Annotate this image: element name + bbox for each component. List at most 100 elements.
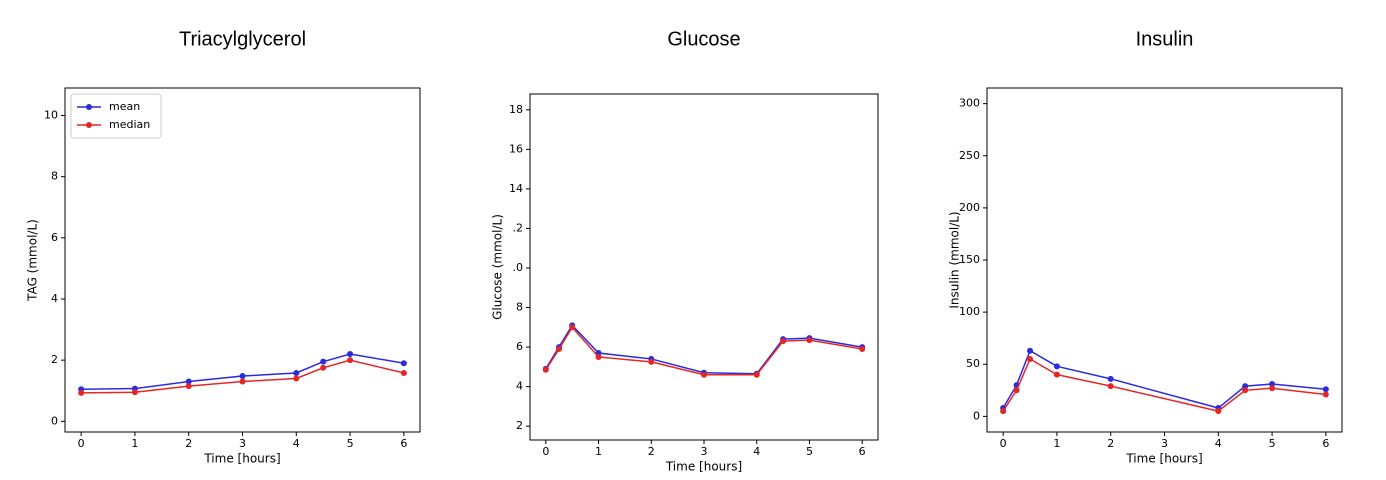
series-marker xyxy=(1107,375,1114,382)
y-axis-label: TAG (mmol/L) xyxy=(26,219,40,302)
series-marker xyxy=(595,353,602,360)
panel-title: Insulin xyxy=(1136,28,1194,50)
y-tick-label: 2 xyxy=(51,353,58,366)
x-tick-label: 5 xyxy=(806,445,813,458)
x-tick-label: 6 xyxy=(1322,437,1329,450)
y-tick-label: 50 xyxy=(966,357,980,370)
series-line xyxy=(545,326,863,376)
series-marker xyxy=(131,389,138,396)
series-marker xyxy=(1013,387,1020,394)
x-tick-label: 0 xyxy=(542,445,549,458)
series-marker xyxy=(648,358,655,365)
series-marker xyxy=(347,351,354,358)
y-tick-label: 200 xyxy=(959,201,980,214)
legend-box xyxy=(70,93,162,139)
series-marker xyxy=(320,358,327,365)
x-tick-label: 2 xyxy=(185,437,192,450)
x-tick-label: 4 xyxy=(293,437,300,450)
legend-marker xyxy=(86,104,92,110)
series-marker xyxy=(1269,385,1276,392)
y-tick-label: 0 xyxy=(973,409,980,422)
series-marker xyxy=(1000,408,1007,415)
y-tick-label: .0 xyxy=(513,261,524,274)
y-tick-label: 14 xyxy=(509,182,523,195)
panel-title: Triacylglycerol xyxy=(179,28,306,50)
series-marker xyxy=(1242,387,1249,394)
y-tick-label: 6 xyxy=(516,340,523,353)
x-tick-label: 5 xyxy=(347,437,354,450)
y-tick-label: 4 xyxy=(51,292,58,305)
series-marker xyxy=(293,375,300,382)
y-tick-label: 0 xyxy=(51,414,58,427)
y-tick-label: 2 xyxy=(516,419,523,432)
y-axis-label: Glucose (mmol/L) xyxy=(491,214,505,320)
x-tick-label: 0 xyxy=(1000,437,1007,450)
series-line xyxy=(545,324,863,375)
y-tick-label: 8 xyxy=(516,301,523,314)
series-marker xyxy=(556,346,562,353)
axes-frame xyxy=(64,87,421,433)
series-marker xyxy=(780,338,787,345)
y-tick-label: .2 xyxy=(513,221,524,234)
x-axis-label: Time [hours] xyxy=(203,452,280,466)
y-tick-label: 6 xyxy=(51,231,58,244)
series-marker xyxy=(185,378,192,385)
series-marker xyxy=(239,373,246,380)
x-tick-label: 4 xyxy=(1215,437,1222,450)
series-marker xyxy=(1053,371,1060,378)
y-axis-label: Insulin (mmol/L) xyxy=(948,211,962,308)
x-tick-label: 2 xyxy=(1107,437,1114,450)
panel-title: Glucose xyxy=(667,28,740,50)
x-tick-label: 0 xyxy=(78,437,85,450)
series-marker xyxy=(1027,356,1034,363)
x-tick-label: 6 xyxy=(859,445,866,458)
series-marker xyxy=(1269,381,1276,388)
x-tick-label: 6 xyxy=(400,437,407,450)
x-axis-label: Time [hours] xyxy=(665,460,742,474)
x-tick-label: 2 xyxy=(648,445,655,458)
series-marker xyxy=(701,371,707,378)
series-line xyxy=(81,353,404,390)
series-line xyxy=(81,359,405,394)
series-marker xyxy=(293,369,300,376)
x-tick-label: 3 xyxy=(1161,437,1168,450)
x-tick-label: 1 xyxy=(595,445,602,458)
x-tick-label: 5 xyxy=(1269,437,1276,450)
series-marker xyxy=(753,371,760,378)
series-marker xyxy=(859,346,866,353)
series-marker xyxy=(1107,383,1114,390)
series-marker xyxy=(239,378,246,385)
y-tick-label: 300 xyxy=(959,97,980,110)
x-tick-label: 3 xyxy=(239,437,246,450)
series-marker xyxy=(400,369,407,376)
axes-frame xyxy=(529,93,879,441)
x-axis-label: Time [hours] xyxy=(1125,452,1202,466)
series-line xyxy=(1002,349,1326,409)
series-marker xyxy=(1027,347,1034,354)
y-tick-label: 8 xyxy=(51,170,58,183)
series-marker xyxy=(185,383,192,390)
legend-marker xyxy=(86,122,92,128)
series-marker xyxy=(1242,383,1249,390)
series-marker xyxy=(1322,391,1329,398)
y-tick-label: 4 xyxy=(516,380,523,393)
series-marker xyxy=(542,366,549,373)
x-tick-label: 1 xyxy=(1053,437,1060,450)
legend-label: median xyxy=(109,118,150,131)
y-tick-label: 250 xyxy=(959,149,980,162)
series-marker xyxy=(400,360,407,367)
y-tick-label: 100 xyxy=(959,305,980,318)
x-tick-label: 4 xyxy=(753,445,760,458)
x-tick-label: 1 xyxy=(131,437,138,450)
x-tick-label: 3 xyxy=(701,445,708,458)
y-tick-label: 10 xyxy=(44,109,58,122)
series-marker xyxy=(569,324,576,331)
series-marker xyxy=(1053,363,1060,370)
series-marker xyxy=(1215,408,1222,415)
series-marker xyxy=(806,337,813,344)
y-tick-label: 16 xyxy=(509,142,523,155)
axes-frame xyxy=(986,87,1343,433)
legend-label: mean xyxy=(109,100,140,113)
y-tick-label: 150 xyxy=(959,253,980,266)
